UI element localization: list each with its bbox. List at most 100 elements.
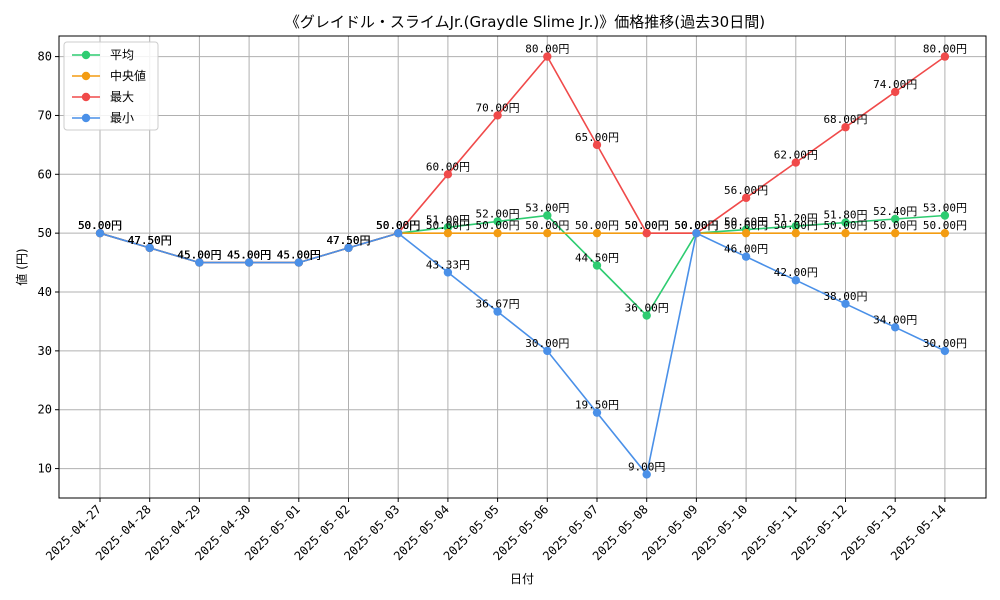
data-label: 45.00円 bbox=[177, 249, 221, 262]
data-point bbox=[493, 307, 502, 316]
y-axis-ticks: 10 20 30 40 50 60 70 80 bbox=[38, 50, 59, 476]
data-point bbox=[642, 311, 651, 320]
data-label: 74.00円 bbox=[873, 78, 917, 91]
data-label: 50.00円 bbox=[674, 219, 718, 232]
data-point bbox=[891, 87, 900, 97]
data-label: 45.00円 bbox=[227, 249, 271, 262]
data-label: 50.00円 bbox=[575, 219, 619, 232]
data-label: 50.00円 bbox=[724, 219, 768, 232]
data-point bbox=[443, 223, 453, 232]
data-label: 45.00円 bbox=[277, 249, 321, 262]
data-label: 36.00円 bbox=[625, 302, 669, 315]
data-point bbox=[344, 243, 353, 253]
data-label: 50.00円 bbox=[525, 219, 569, 232]
data-point bbox=[940, 228, 950, 238]
data-label: 45.00円 bbox=[277, 249, 321, 262]
y-tick-label: 10 bbox=[38, 462, 52, 476]
series-line bbox=[99, 232, 946, 477]
data-point bbox=[841, 218, 850, 227]
data-point bbox=[841, 299, 850, 308]
data-label: 43.33円 bbox=[426, 258, 470, 271]
data-label: 50.00円 bbox=[674, 219, 718, 232]
data-label: 50.00円 bbox=[376, 219, 420, 232]
data-point bbox=[642, 470, 651, 479]
data-label: 50.00円 bbox=[376, 219, 420, 232]
data-labels: 50.00円 47.50円 45.00円 45.00円 45.00円 47.50円 50.0… bbox=[78, 43, 967, 474]
data-point bbox=[940, 346, 950, 356]
data-label: 47.50円 bbox=[326, 234, 370, 247]
data-point bbox=[692, 228, 701, 238]
data-label: 68.00円 bbox=[823, 113, 867, 126]
data-label: 56.00円 bbox=[724, 184, 768, 197]
data-label: 34.00円 bbox=[873, 313, 917, 326]
data-label: 50.00円 bbox=[625, 219, 669, 232]
data-label: 30.00円 bbox=[923, 337, 967, 350]
data-point bbox=[543, 211, 552, 220]
data-label: 65.00円 bbox=[575, 131, 619, 144]
data-label: 45.00円 bbox=[227, 249, 271, 262]
data-label: 50.00円 bbox=[376, 219, 420, 232]
data-label: 36.67円 bbox=[476, 298, 520, 311]
data-point bbox=[791, 221, 800, 231]
data-point bbox=[592, 261, 602, 270]
data-label: 44.50円 bbox=[575, 252, 619, 265]
data-label: 50.00円 bbox=[78, 219, 122, 232]
data-point bbox=[841, 228, 850, 238]
y-axis-label: 値 (円) bbox=[14, 248, 29, 285]
data-point bbox=[244, 258, 254, 267]
data-label: 19.50円 bbox=[575, 399, 619, 412]
data-label: 52.40円 bbox=[873, 205, 917, 218]
data-label: 50.60円 bbox=[724, 216, 768, 229]
data-label: 45.00円 bbox=[177, 249, 221, 262]
data-point bbox=[741, 193, 751, 203]
y-tick-label: 20 bbox=[38, 403, 52, 417]
data-label: 50.00円 bbox=[823, 219, 867, 232]
data-label: 51.20円 bbox=[774, 212, 818, 225]
data-point bbox=[940, 211, 950, 220]
data-label: 42.00円 bbox=[774, 266, 818, 279]
data-label: 47.50円 bbox=[326, 234, 370, 247]
data-point bbox=[294, 258, 303, 267]
data-label: 50.00円 bbox=[674, 219, 718, 232]
data-label: 60.00円 bbox=[426, 160, 470, 173]
data-point bbox=[443, 228, 453, 238]
data-label: 45.00円 bbox=[177, 249, 221, 262]
data-label: 50.00円 bbox=[78, 219, 122, 232]
data-point bbox=[741, 252, 751, 261]
chart-title: 《グレイドル・スライムJr.(Graydle Slime Jr.)》価格推移(過… bbox=[285, 13, 765, 31]
data-point bbox=[791, 276, 800, 285]
data-label: 50.00円 bbox=[923, 219, 967, 232]
data-label: 51.80円 bbox=[823, 209, 867, 222]
data-point bbox=[891, 228, 900, 238]
legend-label: 平均 bbox=[110, 48, 134, 62]
data-point bbox=[394, 228, 403, 238]
data-label: 45.00円 bbox=[277, 249, 321, 262]
legend-label: 最小 bbox=[110, 111, 134, 125]
data-point bbox=[195, 258, 204, 267]
data-point bbox=[443, 268, 453, 277]
data-label: 80.00円 bbox=[923, 43, 967, 56]
y-tick-label: 40 bbox=[38, 285, 52, 299]
data-label: 47.50円 bbox=[128, 234, 172, 247]
data-label: 38.00円 bbox=[823, 290, 867, 303]
data-label: 53.00円 bbox=[923, 202, 967, 215]
data-point bbox=[592, 228, 602, 238]
data-label: 52.00円 bbox=[476, 207, 520, 220]
data-point bbox=[791, 158, 800, 167]
legend-label: 最大 bbox=[110, 90, 134, 104]
data-label: 62.00円 bbox=[774, 149, 818, 162]
data-label: 51.00円 bbox=[426, 213, 470, 226]
data-label: 45.00円 bbox=[227, 249, 271, 262]
data-label: 50.00円 bbox=[426, 219, 470, 232]
data-point bbox=[592, 408, 602, 417]
data-label: 47.50円 bbox=[128, 234, 172, 247]
legend-marker bbox=[81, 92, 91, 102]
data-label: 50.00円 bbox=[78, 219, 122, 232]
grid bbox=[59, 36, 986, 498]
data-point bbox=[493, 217, 502, 226]
data-label: 45.00円 bbox=[277, 249, 321, 262]
series-layer bbox=[95, 52, 950, 479]
y-tick-label: 60 bbox=[38, 167, 52, 181]
